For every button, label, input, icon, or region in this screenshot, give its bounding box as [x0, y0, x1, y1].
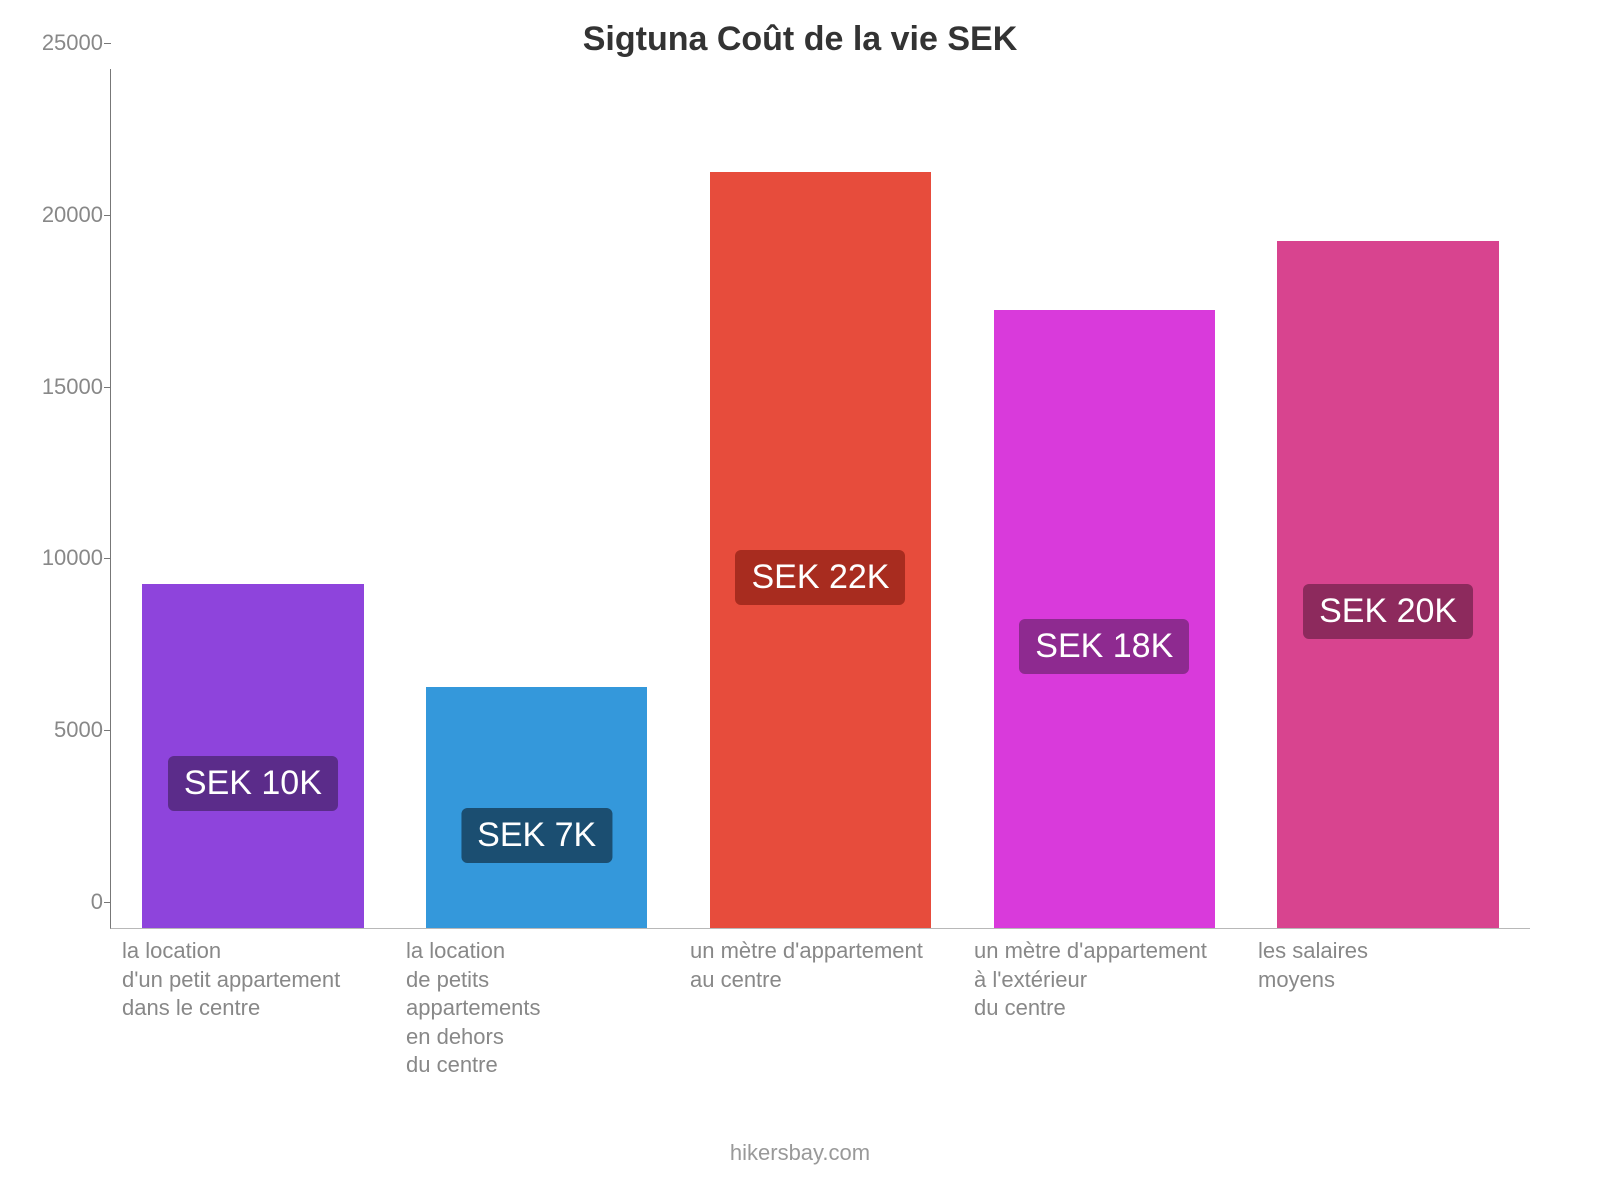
bar-value-badge: SEK 20K: [1303, 584, 1473, 639]
y-tick-label: 10000: [41, 545, 103, 571]
y-tick-label: 25000: [41, 30, 103, 56]
bar-slot: SEK 18K: [962, 69, 1246, 928]
bar-slot: SEK 7K: [395, 69, 679, 928]
bar-value-badge: SEK 18K: [1019, 619, 1189, 674]
x-tick-label: un mètre d'appartementau centre: [678, 937, 962, 1080]
bar-slot: SEK 22K: [679, 69, 963, 928]
bar: SEK 18K: [994, 310, 1215, 928]
bar: SEK 10K: [142, 584, 363, 928]
bar-value-badge: SEK 10K: [168, 756, 338, 811]
y-tick-label: 5000: [41, 717, 103, 743]
bar: SEK 7K: [426, 687, 647, 928]
bars-group: SEK 10K SEK 7K SEK 22K SEK 18K SEK 20K: [111, 69, 1530, 928]
x-tick-label: un mètre d'appartementà l'extérieurdu ce…: [962, 937, 1246, 1080]
x-tick-label: la locationd'un petit appartementdans le…: [110, 937, 394, 1080]
bar: SEK 22K: [710, 172, 931, 928]
bar-slot: SEK 10K: [111, 69, 395, 928]
bar-value-badge: SEK 22K: [735, 550, 905, 605]
bar-value-badge: SEK 7K: [461, 808, 612, 863]
attribution-text: hikersbay.com: [40, 1140, 1560, 1166]
y-tick-label: 20000: [41, 202, 103, 228]
bar: SEK 20K: [1277, 241, 1498, 928]
plot-area: 0500010000150002000025000 SEK 10KSEK 7KS…: [110, 69, 1530, 929]
y-tick-label: 15000: [41, 374, 103, 400]
y-tick-label: 0: [41, 889, 103, 915]
x-axis-labels: la locationd'un petit appartementdans le…: [110, 937, 1530, 1080]
chart-title: Sigtuna Coût de la vie SEK: [40, 20, 1560, 59]
x-tick-label: la locationde petitsappartementsen dehor…: [394, 937, 678, 1080]
chart-container: Sigtuna Coût de la vie SEK 0 5000 10000 150…: [0, 0, 1600, 1200]
bar-slot: SEK 20K: [1246, 69, 1530, 928]
x-tick-label: les salairesmoyens: [1246, 937, 1530, 1080]
